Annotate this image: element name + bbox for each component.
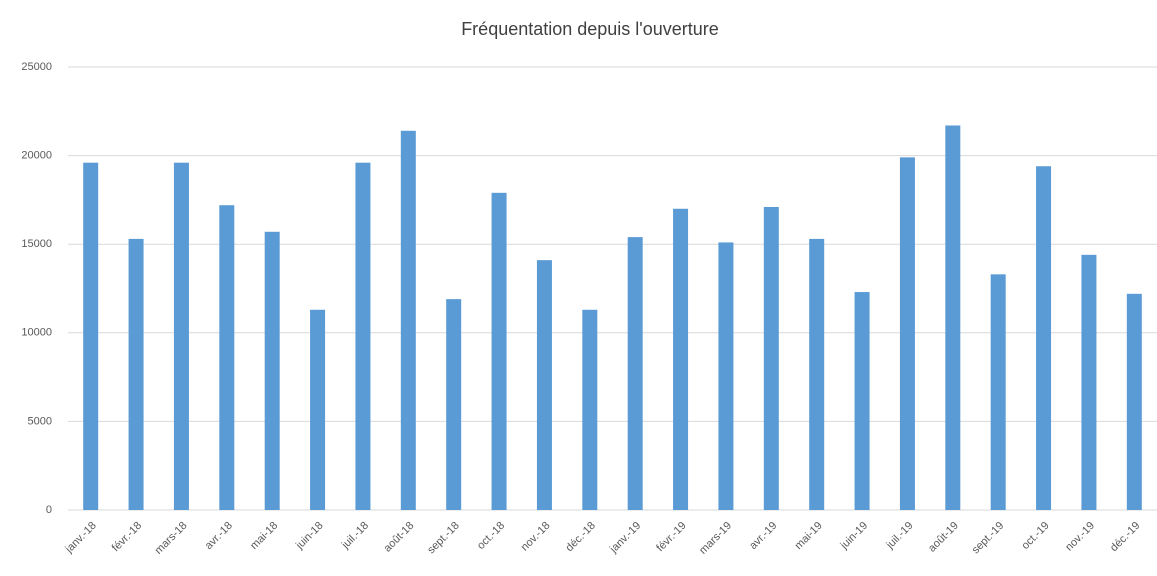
x-tick-label: sept.-19 <box>970 520 1007 557</box>
x-tick-label: janv.-19 <box>607 520 643 556</box>
bar <box>945 125 961 510</box>
x-tick-label: déc.-19 <box>1108 520 1142 554</box>
chart-title: Fréquentation depuis l'ouverture <box>461 19 719 39</box>
bar <box>128 238 144 510</box>
x-tick-label: oct.-19 <box>1019 520 1051 552</box>
bar <box>718 242 734 511</box>
bar <box>1081 254 1097 510</box>
bar <box>536 260 552 510</box>
bar <box>491 192 507 510</box>
x-tick-label: févr.-18 <box>110 520 144 554</box>
x-tick-label: oct.-18 <box>475 520 507 552</box>
bar <box>582 309 598 510</box>
bar <box>310 309 326 510</box>
y-tick-label: 5000 <box>28 415 52 427</box>
y-tick-label: 20000 <box>21 150 52 162</box>
bar <box>355 162 371 511</box>
x-tick-label: juil.-18 <box>339 520 371 552</box>
y-tick-label: 0 <box>46 504 52 516</box>
bar <box>809 238 825 510</box>
x-tick-label: juil.-19 <box>884 520 916 552</box>
x-tick-label: avr.-18 <box>203 520 235 552</box>
bar <box>899 157 915 510</box>
x-tick-label: mai-19 <box>793 520 825 552</box>
y-tick-label: 10000 <box>21 327 52 339</box>
x-tick-label: févr.-19 <box>654 520 688 554</box>
bar <box>763 206 779 510</box>
x-tick-label: janv.-18 <box>63 520 99 556</box>
y-tick-label: 25000 <box>21 61 52 73</box>
bar <box>990 274 1006 510</box>
x-tick-label: mars-19 <box>697 520 734 557</box>
bar <box>446 299 462 510</box>
y-tick-label: 15000 <box>21 238 52 250</box>
x-tick-label: avr.-19 <box>747 520 779 552</box>
x-tick-label: juin-18 <box>293 520 326 553</box>
bar <box>627 237 643 510</box>
bar <box>173 162 189 511</box>
x-tick-label: déc.-18 <box>564 520 598 554</box>
x-tick-label: mars-18 <box>153 520 190 557</box>
bar <box>219 205 235 510</box>
bar <box>1126 293 1142 510</box>
x-tick-label: août-18 <box>382 520 417 555</box>
x-tick-label: août-19 <box>926 520 961 555</box>
bar <box>1036 166 1052 510</box>
x-tick-label: sept.-18 <box>425 520 462 557</box>
bar <box>854 292 870 510</box>
x-tick-label: juin-19 <box>838 520 871 553</box>
x-tick-label: nov.-19 <box>1063 520 1097 554</box>
x-tick-label: nov.-18 <box>519 520 553 554</box>
bar <box>264 231 280 510</box>
bar <box>83 162 99 511</box>
bar <box>400 130 416 511</box>
bar <box>673 208 689 510</box>
x-tick-label: mai-18 <box>248 520 280 552</box>
